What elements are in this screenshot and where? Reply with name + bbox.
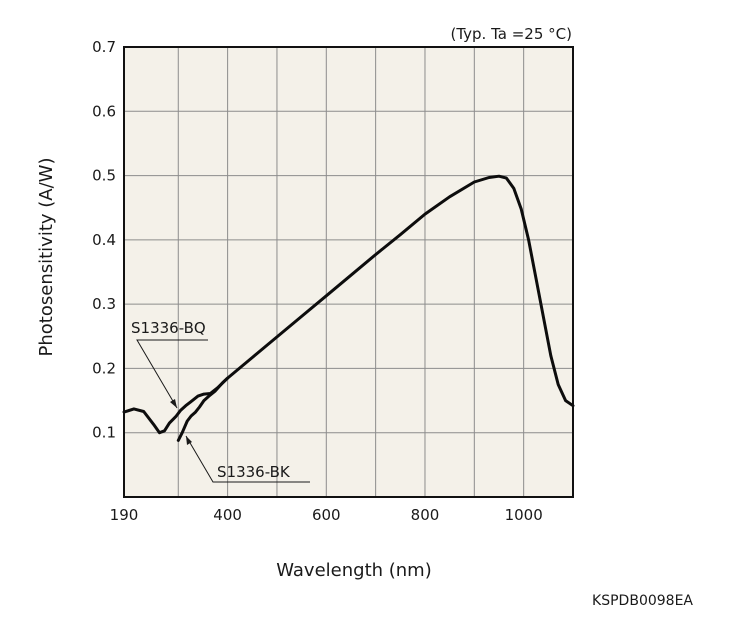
x-tick-label: 1000: [505, 506, 543, 524]
series-label-leaders: [136, 339, 310, 483]
x-tick-label: 190: [110, 506, 139, 524]
y-tick-label: 0.4: [92, 231, 116, 249]
bk-leader-line: [185, 435, 310, 483]
y-tick-label: 0.7: [92, 38, 116, 56]
x-axis-ticks: 190 400 600 800 1000: [110, 506, 543, 524]
y-tick-label: 0.2: [92, 359, 116, 377]
plot-background: [124, 47, 573, 497]
figure-code: KSPDB0098EA: [592, 593, 693, 609]
y-tick-label: 0.5: [92, 167, 116, 185]
x-tick-label: 400: [213, 506, 242, 524]
series-layer: [122, 174, 575, 442]
bk-leader-arrowhead: [186, 436, 192, 445]
conditions-note: (Typ. Ta =25 °C): [450, 25, 572, 43]
y-tick-label: 0.3: [92, 295, 116, 313]
y-axis-title: Photosensitivity (A/W): [36, 158, 57, 357]
y-tick-label: 0.6: [92, 102, 116, 120]
x-axis-title: Wavelength (nm): [276, 560, 432, 581]
y-axis-ticks: 0.1 0.2 0.3 0.4 0.5 0.6 0.7: [92, 38, 116, 442]
x-tick-label: 600: [312, 506, 341, 524]
bq-leader-line: [136, 339, 208, 409]
series-label-bq: S1336-BQ: [131, 319, 206, 337]
bq-leader-arrowhead: [170, 399, 177, 408]
plot-frame: [123, 46, 574, 498]
y-tick-label: 0.1: [92, 424, 116, 442]
series-line-s1336-bk: [176, 376, 230, 442]
x-tick-label: 800: [411, 506, 440, 524]
series-line-s1336-bq: [122, 174, 575, 435]
series-label-bk: S1336-BK: [217, 463, 291, 481]
